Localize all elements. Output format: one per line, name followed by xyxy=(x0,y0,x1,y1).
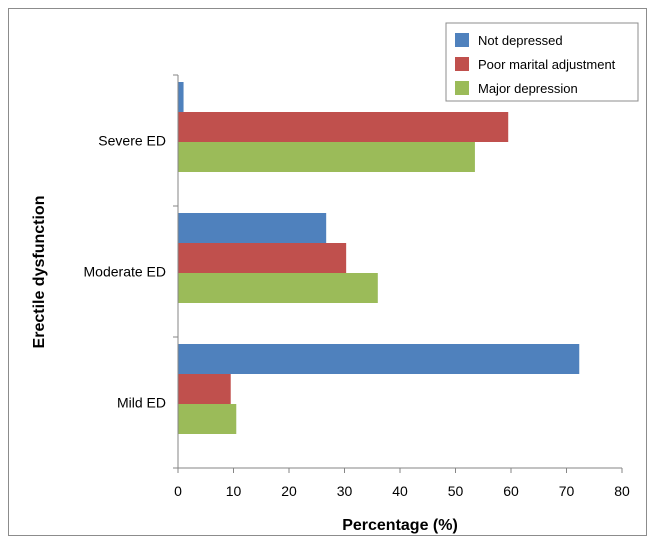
bar-mild-ed-poor-marital-adjustment xyxy=(178,374,231,404)
x-tick-label-50: 50 xyxy=(448,483,464,499)
x-tick-label-30: 30 xyxy=(337,483,353,499)
x-tick-label-0: 0 xyxy=(174,483,182,499)
bar-severe-ed-major-depression xyxy=(178,142,475,172)
y-axis-title: Erectile dysfunction xyxy=(31,196,48,349)
y-tick-label-mild-ed: Mild ED xyxy=(117,395,166,411)
bar-severe-ed-not-depressed xyxy=(178,82,184,112)
legend-label-not-depressed: Not depressed xyxy=(478,33,563,48)
bar-severe-ed-poor-marital-adjustment xyxy=(178,112,509,142)
x-tick-label-20: 20 xyxy=(281,483,297,499)
legend-swatch-not-depressed xyxy=(455,33,469,47)
bar-mild-ed-not-depressed xyxy=(178,344,580,374)
bar-moderate-ed-poor-marital-adjustment xyxy=(178,243,347,273)
x-tick-label-80: 80 xyxy=(614,483,630,499)
axes-layer: Severe ED Moderate ED Mild ED 0 10 20 30 40 50 60… xyxy=(84,74,630,499)
legend-swatch-major-depression xyxy=(455,81,469,95)
x-tick-label-60: 60 xyxy=(503,483,519,499)
bar-mild-ed-major-depression xyxy=(178,404,237,434)
legend-label-poor-marital-adjustment: Poor marital adjustment xyxy=(478,57,616,72)
bars-layer xyxy=(178,82,580,434)
legend-swatch-poor-marital-adjustment xyxy=(455,57,469,71)
x-axis-title: Percentage (%) xyxy=(342,517,458,534)
bar-moderate-ed-major-depression xyxy=(178,273,378,303)
x-tick-label-70: 70 xyxy=(559,483,575,499)
y-tick-label-severe-ed: Severe ED xyxy=(98,133,166,149)
x-tick-label-40: 40 xyxy=(392,483,408,499)
legend: Not depressed Poor marital adjustment Majo… xyxy=(445,22,639,102)
legend-label-major-depression: Major depression xyxy=(478,81,578,96)
y-tick-label-moderate-ed: Moderate ED xyxy=(84,264,166,280)
x-tick-label-10: 10 xyxy=(226,483,242,499)
bar-moderate-ed-not-depressed xyxy=(178,213,327,243)
legend-box xyxy=(445,22,639,102)
